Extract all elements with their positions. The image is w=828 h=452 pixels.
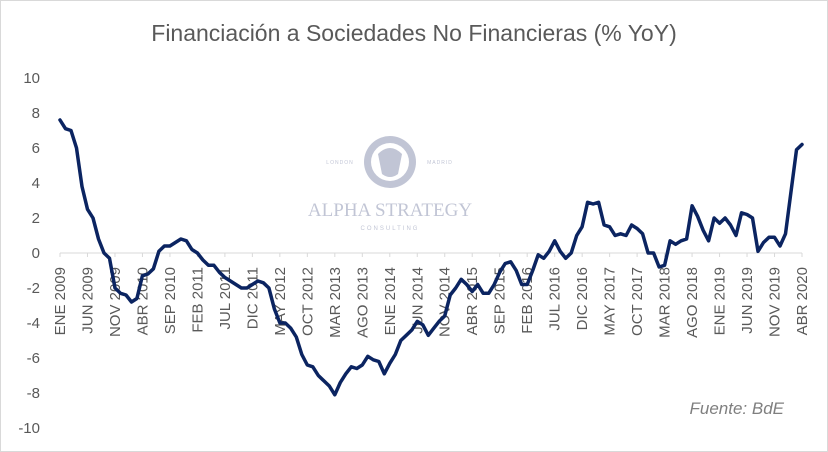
x-tick-label: NOV 2009 (107, 267, 124, 337)
y-tick-label: -2 (27, 280, 40, 297)
y-tick-label: -8 (27, 385, 40, 402)
x-tick-label: ENE 2009 (52, 267, 69, 335)
x-tick-label: ENE 2014 (382, 267, 399, 335)
series-line (58, 118, 804, 397)
x-tick-label: ABR 2020 (794, 267, 811, 335)
x-tick-label: SEP 2015 (492, 267, 509, 334)
x-tick-label: NOV 2014 (437, 267, 454, 337)
y-tick-label: 8 (32, 105, 40, 122)
y-tick-label: 6 (32, 140, 40, 157)
alpha-strategy-watermark: LONDON MADRID ALPHA STRATEGY CONSULTING (308, 136, 472, 232)
x-tick-label: DIC 2011 (244, 267, 261, 329)
x-tick-label: NOV 2019 (767, 267, 784, 337)
watermark-right-city: MADRID (427, 160, 453, 166)
watermark-tagline: CONSULTING (361, 226, 420, 232)
x-tick-label: AGO 2013 (354, 267, 371, 338)
x-tick-label: ABR 2015 (464, 267, 481, 335)
watermark-left-city: LONDON (326, 160, 353, 166)
x-tick-label: MAY 2012 (272, 267, 289, 336)
x-tick-label: JUN 2009 (79, 267, 96, 334)
x-axis-labels: ENE 2009 JUN 2009 NOV 2009 ABR 2010 SEP 2010… (52, 267, 811, 338)
y-tick-label: -4 (27, 315, 40, 332)
chart-title: Financiación a Sociedades No Financieras… (151, 20, 677, 46)
x-tick-label: AGO 2018 (684, 267, 701, 338)
x-tick-label: DIC 2016 (574, 267, 591, 330)
x-tick-label: OCT 2017 (629, 267, 646, 336)
y-tick-label: -6 (27, 350, 40, 367)
y-tick-label: 0 (32, 245, 40, 262)
y-tick-label: 2 (32, 210, 40, 227)
x-tick-label: ENE 2019 (712, 267, 729, 335)
y-axis-labels: -10 -8 -6 -4 -2 0 2 4 6 8 10 (18, 70, 40, 437)
x-tick-label: SEP 2010 (162, 267, 179, 334)
y-tick-label: 4 (32, 175, 40, 192)
x-tick-label: FEB 2011 (189, 267, 206, 333)
x-tick-label: FEB 2016 (519, 267, 536, 334)
x-tick-marks (59, 253, 803, 257)
watermark-lion-head (378, 148, 402, 177)
x-tick-label: JUN 2019 (739, 267, 756, 334)
x-tick-label: MAY 2017 (602, 267, 619, 336)
x-tick-label: JUL 2016 (547, 267, 564, 331)
x-tick-label: JUL 2011 (217, 267, 234, 330)
x-tick-label: MAR 2018 (657, 267, 674, 338)
x-tick-label: OCT 2012 (299, 267, 316, 336)
watermark-brand: ALPHA STRATEGY (308, 200, 472, 221)
x-tick-label: MAR 2013 (327, 267, 344, 338)
y-tick-label: -10 (18, 420, 40, 437)
source-note: Fuente: BdE (689, 399, 784, 418)
x-tick-label: JUN 2014 (409, 267, 426, 334)
y-tick-label: 10 (23, 70, 40, 87)
